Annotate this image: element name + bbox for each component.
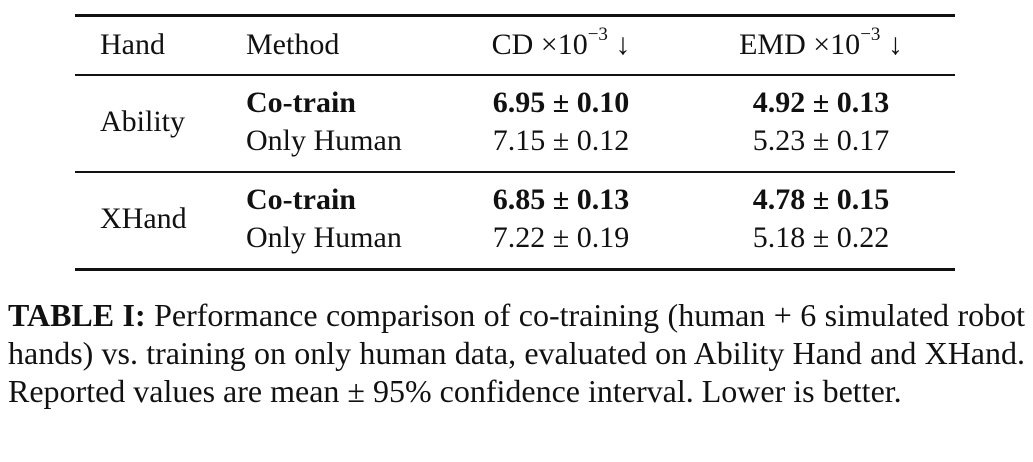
hand-cell: XHand xyxy=(100,202,187,235)
header-rule xyxy=(75,74,955,76)
group-rule xyxy=(75,171,955,173)
emd-cell: 4.78 ± 0.15 xyxy=(752,183,890,216)
caption-text: Performance comparison of co-training (h… xyxy=(8,297,1026,409)
method-cell: Only Human xyxy=(246,124,402,157)
header-text: EMD ×10 xyxy=(739,28,861,61)
bottom-rule xyxy=(75,268,955,271)
cd-cell: 7.15 ± 0.12 xyxy=(492,124,630,157)
header-cell: EMD ×10−3 ↓ xyxy=(739,25,903,62)
cd-cell: 6.85 ± 0.13 xyxy=(492,183,630,216)
method-cell: Only Human xyxy=(246,221,402,254)
cd-cell: 6.95 ± 0.10 xyxy=(492,86,630,119)
method-cell: Co-train xyxy=(246,86,356,119)
hand-cell: Ability xyxy=(100,105,186,138)
caption: TABLE I: Performance comparison of co-tr… xyxy=(8,296,1025,410)
emd-cell: 5.23 ± 0.17 xyxy=(752,124,890,157)
header-cell: Method xyxy=(246,28,340,61)
caption-label: TABLE I: xyxy=(8,297,146,333)
header-arrow: ↓ xyxy=(887,28,903,61)
header-exponent: −3 xyxy=(587,24,608,45)
emd-cell: 5.18 ± 0.22 xyxy=(752,221,890,254)
cd-cell: 7.22 ± 0.19 xyxy=(492,221,630,254)
header-arrow: ↓ xyxy=(615,28,631,61)
header-cell: Hand xyxy=(100,28,165,61)
header-exponent: −3 xyxy=(860,24,881,45)
emd-cell: 4.92 ± 0.13 xyxy=(752,86,890,119)
header-cell: CD ×10−3 ↓ xyxy=(491,25,631,62)
top-rule xyxy=(75,14,955,17)
method-cell: Co-train xyxy=(246,183,356,216)
header-text: CD ×10 xyxy=(491,28,588,61)
